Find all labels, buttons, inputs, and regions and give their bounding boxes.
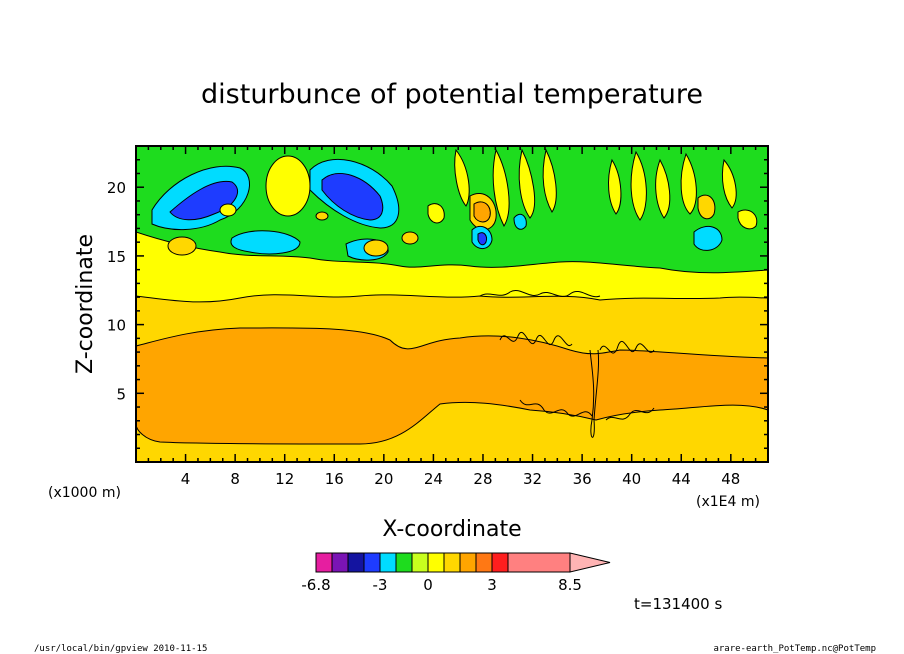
colorbar-cell — [443, 552, 461, 573]
x-tick-label: 32 — [523, 470, 542, 488]
colorbar-cell — [315, 552, 333, 573]
y-tick-label: 15 — [107, 248, 126, 266]
x-tick-label: 16 — [325, 470, 344, 488]
colorbar-cell — [411, 552, 429, 573]
x-tick-label: 4 — [181, 470, 191, 488]
plot-frame — [135, 145, 769, 463]
footer-left: /usr/local/bin/gpview 2010-11-15 — [34, 644, 207, 654]
colorbar-overflow-arrow — [569, 552, 611, 573]
colorbar-cell — [379, 552, 397, 573]
footer-right: arare-earth_PotTemp.nc@PotTemp — [713, 644, 876, 654]
colorbar-cell — [395, 552, 413, 573]
colorbar-label: 0 — [423, 576, 433, 594]
time-label: t=131400 s — [634, 595, 722, 613]
x-tick-label: 20 — [374, 470, 393, 488]
y-tick-label: 20 — [107, 179, 126, 197]
x-tick-label: 12 — [275, 470, 294, 488]
colorbar-cell — [491, 552, 509, 573]
colorbar: -6.8 -3 0 3 8.5 — [301, 552, 611, 594]
colorbar-label: -6.8 — [301, 576, 330, 594]
x-tick-label: 48 — [721, 470, 740, 488]
colorbar-label: 3 — [487, 576, 497, 594]
y-tick-label: 5 — [116, 385, 126, 403]
x-tick-label: 44 — [672, 470, 691, 488]
y-unit-label: (x1000 m) — [48, 485, 121, 501]
y-tick-label: 10 — [107, 317, 126, 335]
x-tick-label: 24 — [424, 470, 443, 488]
y-axis-title: Z-coordinate — [73, 234, 98, 374]
contour-field — [136, 146, 768, 462]
x-axis-title: X-coordinate — [382, 517, 521, 542]
colorbar-cell — [475, 552, 493, 573]
colorbar-cell — [507, 552, 571, 573]
x-tick-label: 8 — [230, 470, 240, 488]
x-unit-label: (x1E4 m) — [696, 494, 760, 510]
contour-region-orange — [136, 327, 768, 445]
chart-title: disturbunce of potential temperature — [201, 79, 703, 110]
colorbar-cell — [363, 552, 381, 573]
x-tick-label: 40 — [622, 470, 641, 488]
colorbar-label: 8.5 — [558, 576, 582, 594]
colorbar-cell — [459, 552, 477, 573]
x-tick-label: 36 — [573, 470, 592, 488]
x-tick-label: 28 — [473, 470, 492, 488]
colorbar-cell — [347, 552, 365, 573]
colorbar-cell — [427, 552, 445, 573]
colorbar-label: -3 — [373, 576, 388, 594]
colorbar-cell — [331, 552, 349, 573]
